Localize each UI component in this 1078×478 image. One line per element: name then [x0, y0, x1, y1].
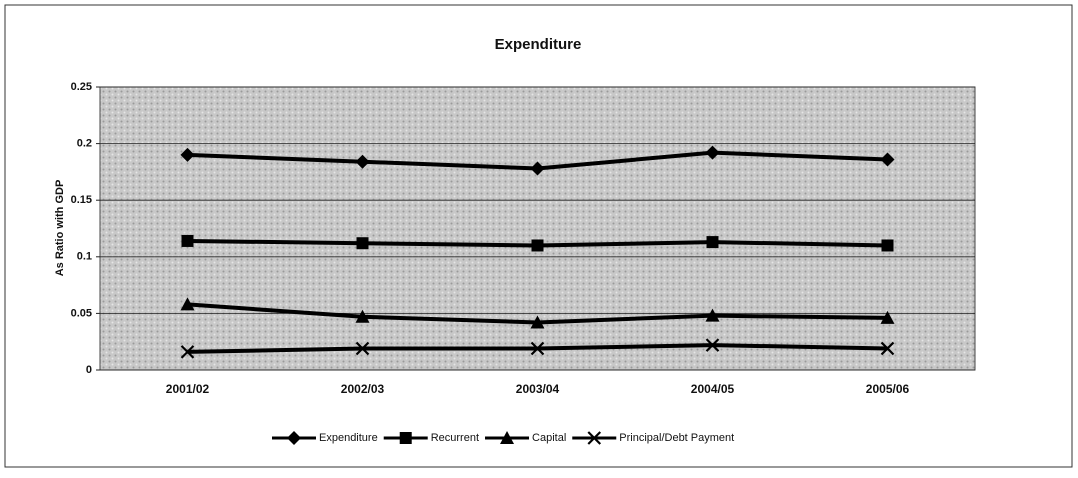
data-point — [180, 297, 195, 311]
data-point — [880, 310, 895, 324]
data-point — [180, 345, 195, 359]
y-tick-label: 0.2 — [77, 138, 92, 150]
data-point — [530, 161, 545, 176]
data-point — [531, 239, 544, 252]
data-point — [530, 341, 545, 356]
data-point — [705, 145, 720, 160]
y-tick-label: 0.05 — [71, 307, 92, 319]
x-tick-label: 2001/02 — [166, 382, 210, 396]
legend-marker — [399, 432, 412, 444]
data-point — [355, 309, 370, 323]
legend-label: Expenditure — [319, 432, 378, 444]
legend-label: Principal/Debt Payment — [619, 432, 734, 444]
legend-marker — [500, 431, 515, 444]
data-point — [881, 239, 894, 252]
data-point — [705, 308, 720, 322]
data-point — [181, 234, 194, 247]
y-axis-label: As Ratio with GDP — [54, 180, 66, 277]
data-point — [355, 341, 370, 356]
data-point — [530, 315, 545, 329]
y-tick-label: 0.15 — [71, 194, 92, 206]
x-tick-label: 2002/03 — [341, 382, 385, 396]
x-tick-label: 2003/04 — [516, 382, 560, 396]
data-point — [180, 147, 195, 162]
data-point — [880, 341, 895, 356]
data-point — [356, 237, 369, 250]
x-tick-label: 2005/06 — [866, 382, 910, 396]
y-tick-label: 0.1 — [77, 251, 92, 263]
y-tick-label: 0 — [86, 364, 92, 376]
x-tick-label: 2004/05 — [691, 382, 735, 396]
data-point — [880, 152, 895, 167]
legend-label: Recurrent — [431, 432, 479, 444]
data-point — [706, 236, 719, 249]
y-tick-label: 0.25 — [71, 81, 92, 93]
legend-label: Capital — [532, 432, 566, 444]
legend-marker — [587, 431, 602, 445]
data-point — [355, 154, 370, 169]
chart-title: Expenditure — [495, 36, 582, 53]
legend-marker — [287, 431, 301, 445]
data-point — [705, 338, 720, 352]
